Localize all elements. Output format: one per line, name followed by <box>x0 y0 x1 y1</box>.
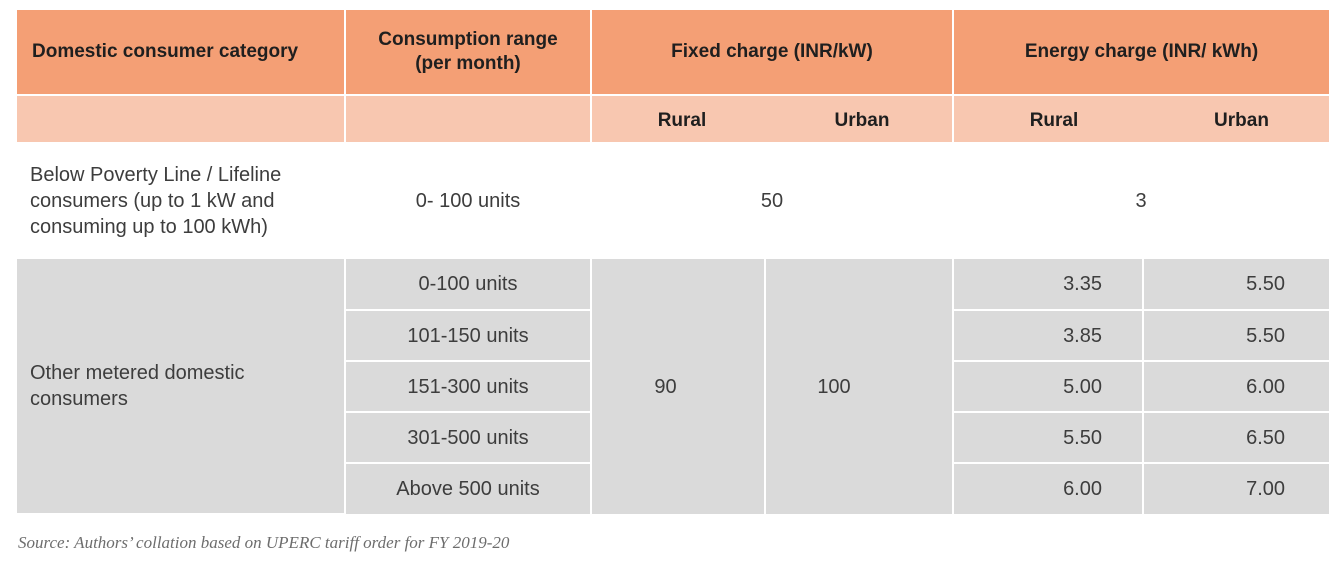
om-range: 151-300 units <box>345 361 592 413</box>
om-energy-urban: 5.50 <box>1143 310 1330 362</box>
bpl-fixed: 50 <box>591 142 953 259</box>
om-fixed-urban: 100 <box>765 259 954 514</box>
table-row: Above 500 units 6.00 7.00 <box>17 463 1330 514</box>
om-energy-urban: 5.50 <box>1143 259 1330 311</box>
header-fixed-charge: Fixed charge (INR/kW) <box>591 10 954 95</box>
om-energy-urban: 6.50 <box>1143 412 1330 464</box>
om-energy-rural: 3.85 <box>953 310 1144 362</box>
subheader-row: Rural Urban Rural Urban <box>17 94 1330 142</box>
header-consumption: Consumption range (per month) <box>345 10 592 95</box>
tariff-table: Domestic consumer category Consumption r… <box>17 10 1330 515</box>
subheader-empty-consumption <box>345 94 592 142</box>
om-energy-rural: 5.00 <box>953 361 1144 413</box>
other-metered-category: Other metered domestic consumers <box>17 259 346 515</box>
table-row-bpl: Below Poverty Line / Lifeline consumers … <box>17 142 1330 259</box>
om-energy-rural: 5.50 <box>953 412 1144 464</box>
om-energy-urban: 6.00 <box>1143 361 1330 413</box>
om-range: 0-100 units <box>345 259 592 311</box>
table-row: 101-150 units 3.85 5.50 <box>17 310 1330 362</box>
header-category: Domestic consumer category <box>17 10 346 95</box>
header-row: Domestic consumer category Consumption r… <box>17 10 1330 95</box>
subheader-fixed-rural: Rural <box>657 110 707 131</box>
subheader-energy-rural: Rural <box>1029 110 1079 131</box>
header-energy-charge: Energy charge (INR/ kWh) <box>953 10 1330 95</box>
bpl-category: Below Poverty Line / Lifeline consumers … <box>17 142 345 259</box>
other-metered-category-label: Other metered domestic consumers <box>30 362 245 410</box>
om-range: 301-500 units <box>345 412 592 464</box>
om-energy-rural: 6.00 <box>953 463 1144 514</box>
subheader-empty-category <box>17 94 346 142</box>
subheader-fixed-urban: Urban <box>834 110 890 131</box>
om-energy-urban: 7.00 <box>1143 463 1330 514</box>
bpl-energy: 3 <box>953 142 1330 259</box>
table-row: 301-500 units 5.50 6.50 <box>17 412 1330 464</box>
om-energy-rural: 3.35 <box>953 259 1144 311</box>
om-range: 101-150 units <box>345 310 592 362</box>
om-range: Above 500 units <box>345 463 592 514</box>
subheader-energy-urban: Urban <box>1214 110 1269 131</box>
bpl-range: 0- 100 units <box>345 142 591 259</box>
subheader-fixed: Rural Urban <box>591 94 954 142</box>
header-consumption-label: Consumption range (per month) <box>378 29 558 74</box>
table-row: Other metered domestic consumers 0-100 u… <box>17 259 1330 515</box>
om-fixed-rural: 90 <box>591 259 766 514</box>
bpl-category-label: Below Poverty Line / Lifeline consumers … <box>30 163 282 238</box>
subheader-energy: Rural Urban <box>953 94 1330 142</box>
table-row: 151-300 units 5.00 6.00 <box>17 361 1330 413</box>
source-note: Source: Authors’ collation based on UPER… <box>18 533 510 552</box>
